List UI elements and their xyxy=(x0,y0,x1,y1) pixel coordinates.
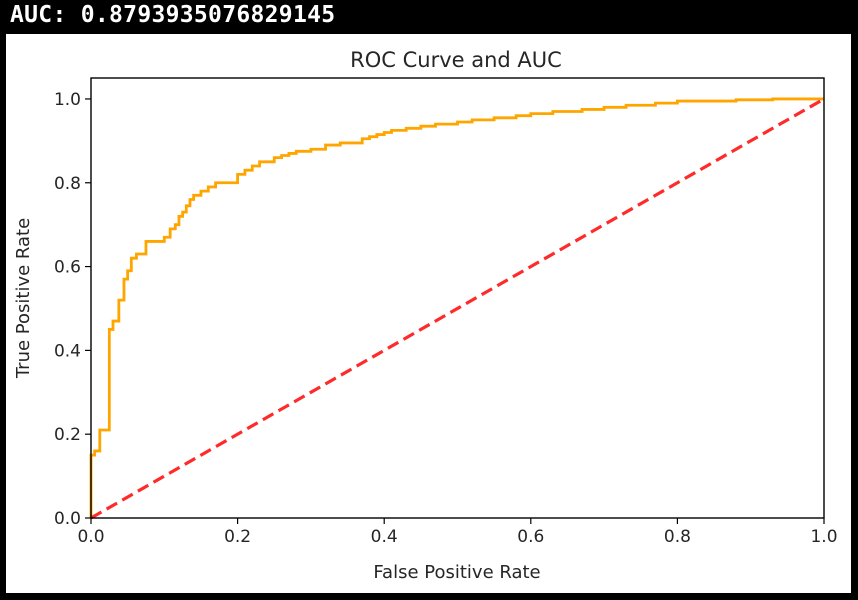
y-tick-label: 0.4 xyxy=(54,341,81,361)
x-tick-label: 0.0 xyxy=(77,527,104,547)
x-tick-label: 0.2 xyxy=(224,527,251,547)
y-tick-label: 0.2 xyxy=(54,425,81,445)
roc-chart: ROC Curve and AUC False Positive Rate Tr… xyxy=(13,48,838,583)
x-tick-label: 1.0 xyxy=(810,527,837,547)
y-tick-label: 1.0 xyxy=(54,90,81,110)
x-tick-label: 0.8 xyxy=(664,527,691,547)
y-tick-label: 0.8 xyxy=(54,174,81,194)
x-tick-label: 0.6 xyxy=(517,527,544,547)
x-axis-label: False Positive Rate xyxy=(373,562,540,583)
y-tick-label: 0.0 xyxy=(54,509,81,529)
cell-output-header: AUC: 0.8793935076829145 xyxy=(0,0,858,34)
auc-output-text: AUC: 0.8793935076829145 xyxy=(10,2,336,28)
chart-title: ROC Curve and AUC xyxy=(350,48,562,72)
chance-diagonal-line xyxy=(90,97,825,520)
roc-figure: ROC Curve and AUC False Positive Rate Tr… xyxy=(6,34,851,593)
plot-frame xyxy=(90,77,825,519)
y-tick-label: 0.6 xyxy=(54,258,81,278)
x-tick-label: 0.4 xyxy=(371,527,398,547)
roc-curve-line xyxy=(89,97,824,518)
y-axis-label: True Positive Rate xyxy=(13,218,34,379)
